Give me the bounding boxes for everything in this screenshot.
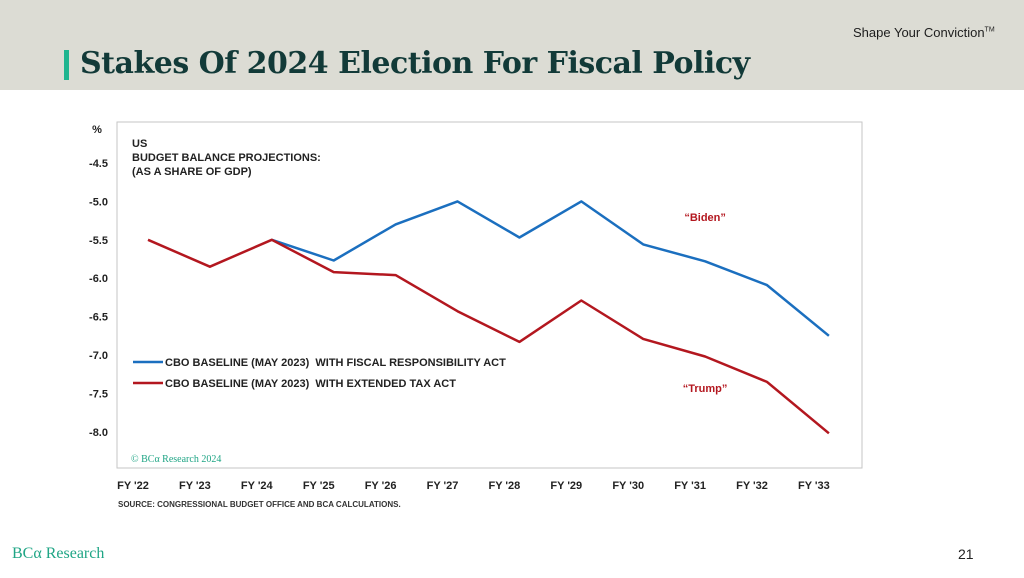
x-tick-label: FY '25 (303, 480, 335, 492)
y-tick-label: -7.0 (89, 350, 108, 362)
y-tick-label: -6.5 (89, 312, 108, 324)
x-tick-label: FY '32 (736, 480, 768, 492)
x-tick-label: FY '24 (241, 480, 274, 492)
legend-label-eta: CBO BASELINE (MAY 2023) WITH EXTENDED TA… (165, 378, 456, 390)
page-number: 21 (958, 546, 974, 562)
tagline-trademark: TM (984, 26, 995, 34)
legend: CBO BASELINE (MAY 2023) WITH FISCAL RESP… (133, 357, 506, 390)
y-axis-unit: % (92, 124, 102, 136)
x-tick-label: FY '28 (489, 480, 521, 492)
chart-source: SOURCE: CONGRESSIONAL BUDGET OFFICE AND … (118, 500, 401, 509)
chart-title-line-3: (AS A SHARE OF GDP) (132, 166, 252, 178)
header-band (0, 0, 1024, 90)
chart-title-line-2: BUDGET BALANCE PROJECTIONS: (132, 152, 321, 164)
series-line-eta (147, 238, 830, 435)
x-tick-label: FY '23 (179, 480, 211, 492)
page-title: Stakes Of 2024 Election For Fiscal Polic… (80, 46, 750, 81)
x-tick-label: FY '26 (365, 480, 397, 492)
bca-logo: BCα Research (12, 545, 105, 562)
y-axis: -4.5 -5.0 -5.5 -6.0 -6.5 -7.0 -7.5 -8.0 (89, 158, 108, 439)
x-tick-label: FY '31 (674, 480, 706, 492)
series-layer (147, 200, 830, 435)
legend-label-fra: CBO BASELINE (MAY 2023) WITH FISCAL RESP… (165, 357, 506, 369)
x-tick-label: FY '27 (427, 480, 459, 492)
tagline-text: Shape Your Conviction (853, 25, 985, 40)
chart-watermark: © BCα Research 2024 (131, 454, 221, 465)
x-axis: FY '22 FY '23 FY '24 FY '25 FY '26 FY '27 FY '… (117, 480, 830, 492)
tagline: Shape Your ConvictionTM (853, 25, 995, 40)
y-tick-label: -6.0 (89, 273, 108, 285)
annotation-biden: “Biden” (684, 212, 726, 224)
annotation-trump: “Trump” (683, 383, 728, 395)
series-line-fra (271, 200, 830, 337)
y-tick-label: -8.0 (89, 427, 108, 439)
x-tick-label: FY '29 (550, 480, 582, 492)
chart-title-line-1: US (132, 138, 147, 150)
annotation-layer: “Biden” “Trump” (683, 212, 728, 395)
y-tick-label: -7.5 (89, 388, 108, 400)
title-accent-bar (64, 50, 69, 80)
y-tick-label: -5.0 (89, 196, 108, 208)
x-tick-label: FY '30 (612, 480, 644, 492)
x-tick-label: FY '33 (798, 480, 830, 492)
plot-frame (116, 121, 863, 469)
x-tick-label: FY '22 (117, 480, 149, 492)
y-tick-label: -4.5 (89, 158, 108, 170)
y-tick-label: -5.5 (89, 235, 108, 247)
